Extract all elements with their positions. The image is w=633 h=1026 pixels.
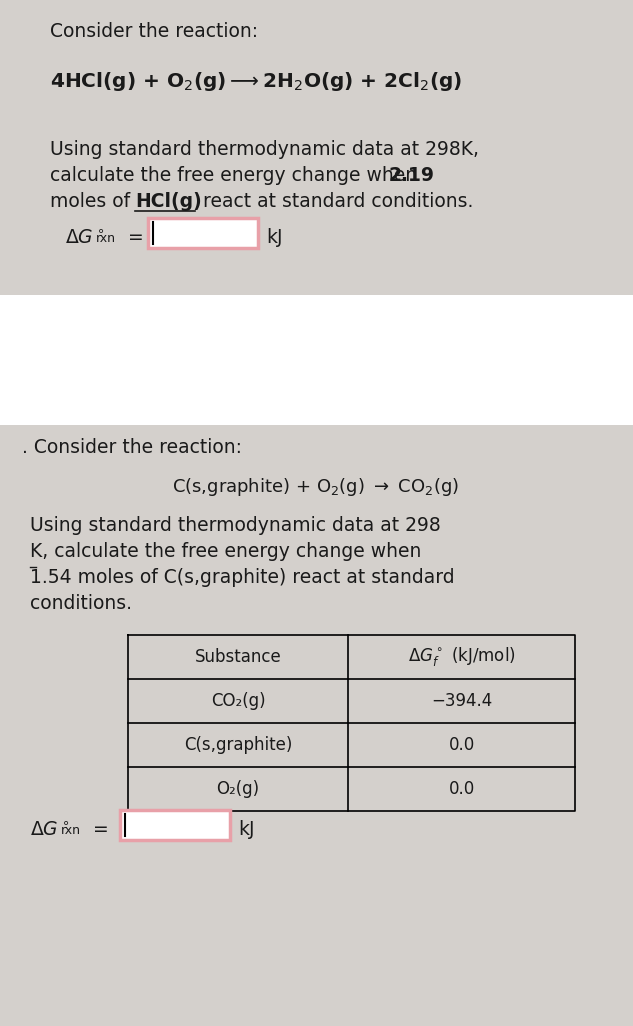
Text: Consider the reaction:: Consider the reaction: [50,22,258,41]
Text: 1.54 moles of C(s,graphite) react at standard: 1.54 moles of C(s,graphite) react at sta… [30,568,454,587]
Text: kJ: kJ [238,820,254,839]
Text: K, calculate the free energy change when: K, calculate the free energy change when [30,542,422,561]
Text: $\Delta G^\circ$: $\Delta G^\circ$ [30,820,70,839]
Text: HCl(g): HCl(g) [135,192,202,211]
Text: C(s,graphite) + O$_2$(g) $\rightarrow$ CO$_2$(g): C(s,graphite) + O$_2$(g) $\rightarrow$ C… [172,476,460,498]
Text: =: = [122,228,150,247]
Text: kJ: kJ [266,228,282,247]
Text: calculate the free energy change when: calculate the free energy change when [50,166,423,185]
Polygon shape [0,295,633,425]
Text: $\Delta G^\circ_f$ (kJ/mol): $\Delta G^\circ_f$ (kJ/mol) [408,645,515,669]
Text: rxn: rxn [61,824,81,837]
FancyBboxPatch shape [120,810,230,840]
Text: =: = [87,820,115,839]
Text: −394.4: −394.4 [431,692,492,710]
Text: moles of: moles of [50,192,136,211]
Polygon shape [0,425,633,1026]
Text: . Consider the reaction:: . Consider the reaction: [22,438,242,457]
Text: O₂(g): O₂(g) [216,780,260,798]
FancyBboxPatch shape [148,218,258,248]
Polygon shape [0,0,633,295]
Text: Using standard thermodynamic data at 298K,: Using standard thermodynamic data at 298… [50,140,479,159]
Text: C(s,graphite): C(s,graphite) [184,736,292,754]
Text: $\Delta G^\circ$: $\Delta G^\circ$ [65,228,104,247]
Text: rxn: rxn [96,232,116,245]
Text: 4HCl(g) + O$_2$(g)$\longrightarrow$2H$_2$O(g) + 2Cl$_2$(g): 4HCl(g) + O$_2$(g)$\longrightarrow$2H$_2… [50,70,462,93]
Text: Substance: Substance [194,648,282,666]
Text: conditions.: conditions. [30,594,132,613]
Text: Using standard thermodynamic data at 298: Using standard thermodynamic data at 298 [30,516,441,535]
Text: CO₂(g): CO₂(g) [211,692,265,710]
Text: 2.19: 2.19 [389,166,435,185]
Text: 0.0: 0.0 [448,736,475,754]
Text: react at standard conditions.: react at standard conditions. [197,192,473,211]
Text: 0.0: 0.0 [448,780,475,798]
